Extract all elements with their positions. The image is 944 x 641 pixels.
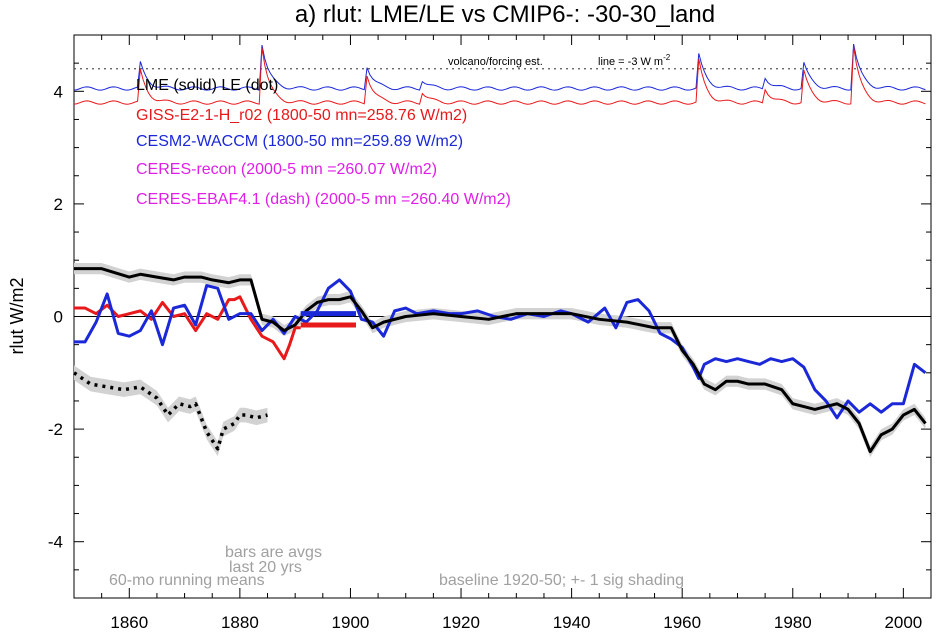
series-line-lme-solid- bbox=[74, 267, 927, 454]
uncertainty-shading bbox=[74, 263, 926, 458]
y-axis-label: rlut W/m2 bbox=[7, 277, 27, 354]
x-tick-label: 1880 bbox=[221, 613, 259, 632]
chart-title: a) rlut: LME/LE vs CMIP6-: -30-30_land bbox=[295, 1, 715, 28]
series-line-cesm2-waccm bbox=[74, 278, 927, 420]
x-tick-label: 1900 bbox=[332, 613, 370, 632]
x-tick-label: 1940 bbox=[553, 613, 591, 632]
forcing-curve-red bbox=[73, 46, 926, 105]
baseline-note: baseline 1920-50; +- 1 sig shading bbox=[439, 572, 684, 589]
y-tick-label: 4 bbox=[54, 82, 63, 101]
legend: LME (solid) LE (dot) GISS-E2-1-H_r02 (180… bbox=[136, 77, 511, 208]
axis-ticks: 1860 1880 1900 1920 1940 1960 1980 2000 -4 -2 0 2 4 bbox=[48, 34, 932, 632]
legend-entry: GISS-E2-1-H_r02 (1800-50 mn=258.76 W/m2) bbox=[136, 107, 467, 124]
x-tick-label: 1920 bbox=[442, 613, 480, 632]
bars-note-1: bars are avgs bbox=[225, 544, 322, 561]
y-tick-label: -4 bbox=[48, 533, 63, 552]
period-average-bars bbox=[300, 311, 356, 328]
y-tick-label: 0 bbox=[54, 308, 63, 327]
series-line-le-dot- bbox=[73, 371, 268, 451]
x-tick-label: 1980 bbox=[774, 613, 812, 632]
line-annotation-superscript: -2 bbox=[663, 53, 671, 62]
line-annotation: line = -3 W m-2 bbox=[598, 53, 671, 68]
x-tick-label: 1860 bbox=[110, 613, 148, 632]
shading-band-le bbox=[74, 365, 268, 457]
y-tick-label: -2 bbox=[48, 420, 63, 439]
forcing-curve-blue bbox=[73, 43, 926, 91]
series-lines bbox=[73, 43, 927, 454]
y-tick-label: 2 bbox=[54, 195, 63, 214]
volcano-annotation: volcano/forcing est. bbox=[448, 56, 543, 68]
legend-entry: CERES-recon (2000-5 mn =260.07 W/m2) bbox=[136, 161, 437, 178]
legend-entry: CERES-EBAF4.1 (dash) (2000-5 mn =260.40 … bbox=[136, 191, 511, 208]
running-means-note: 60-mo running means bbox=[109, 572, 265, 589]
legend-entry: LME (solid) LE (dot) bbox=[136, 77, 278, 94]
series-line-giss-e2-1-h-r02 bbox=[74, 295, 301, 361]
bars-note-2: last 20 yrs bbox=[229, 559, 302, 576]
legend-entry: CESM2-WACCM (1800-50 mn=259.89 W/m2) bbox=[136, 133, 463, 150]
x-tick-label: 1960 bbox=[663, 613, 701, 632]
shading-band-lme bbox=[74, 263, 926, 458]
x-tick-label: 2000 bbox=[884, 613, 922, 632]
